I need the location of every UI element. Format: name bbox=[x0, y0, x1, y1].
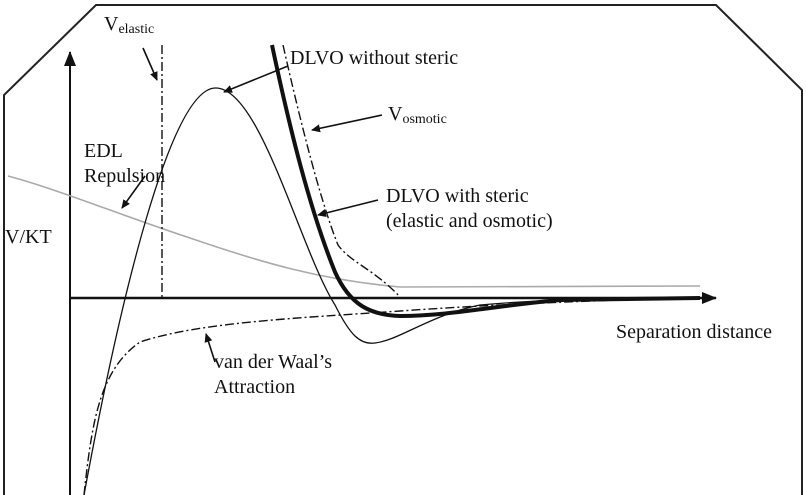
arrow bbox=[204, 333, 216, 363]
label-vdw: Attraction bbox=[214, 376, 295, 398]
label-main: V bbox=[388, 103, 403, 125]
label-edl: EDL bbox=[84, 140, 123, 162]
label-v-elastic: Velastic bbox=[104, 13, 154, 37]
osmotic-curve bbox=[282, 44, 401, 298]
label-vdw: van der Waal’s bbox=[214, 351, 332, 373]
arrows bbox=[121, 47, 383, 363]
arrow bbox=[317, 199, 379, 217]
edl-curve bbox=[7, 175, 701, 288]
arrow bbox=[121, 175, 146, 209]
label-sub: elastic bbox=[118, 22, 154, 37]
label-main: V bbox=[104, 13, 119, 35]
arrow bbox=[311, 114, 383, 133]
label-edl: Repulsion bbox=[84, 165, 165, 187]
y-axis-label: V/KT bbox=[5, 226, 52, 248]
dlvo-without-curve bbox=[83, 87, 701, 495]
dlvo-with-curve bbox=[270, 44, 701, 319]
label-sub: osmotic bbox=[402, 112, 446, 127]
arrow bbox=[142, 47, 158, 81]
vdw-curve bbox=[83, 297, 701, 495]
label-dlvo-without: DLVO without steric bbox=[290, 47, 458, 69]
label-dlvo-with: (elastic and osmotic) bbox=[386, 210, 553, 232]
frame bbox=[3, 4, 803, 495]
label-v-osmotic: Vosmotic bbox=[388, 103, 447, 127]
arrow bbox=[223, 65, 289, 93]
label-dlvo-with: DLVO with steric bbox=[386, 185, 529, 207]
x-axis-label: Separation distance bbox=[616, 321, 772, 343]
